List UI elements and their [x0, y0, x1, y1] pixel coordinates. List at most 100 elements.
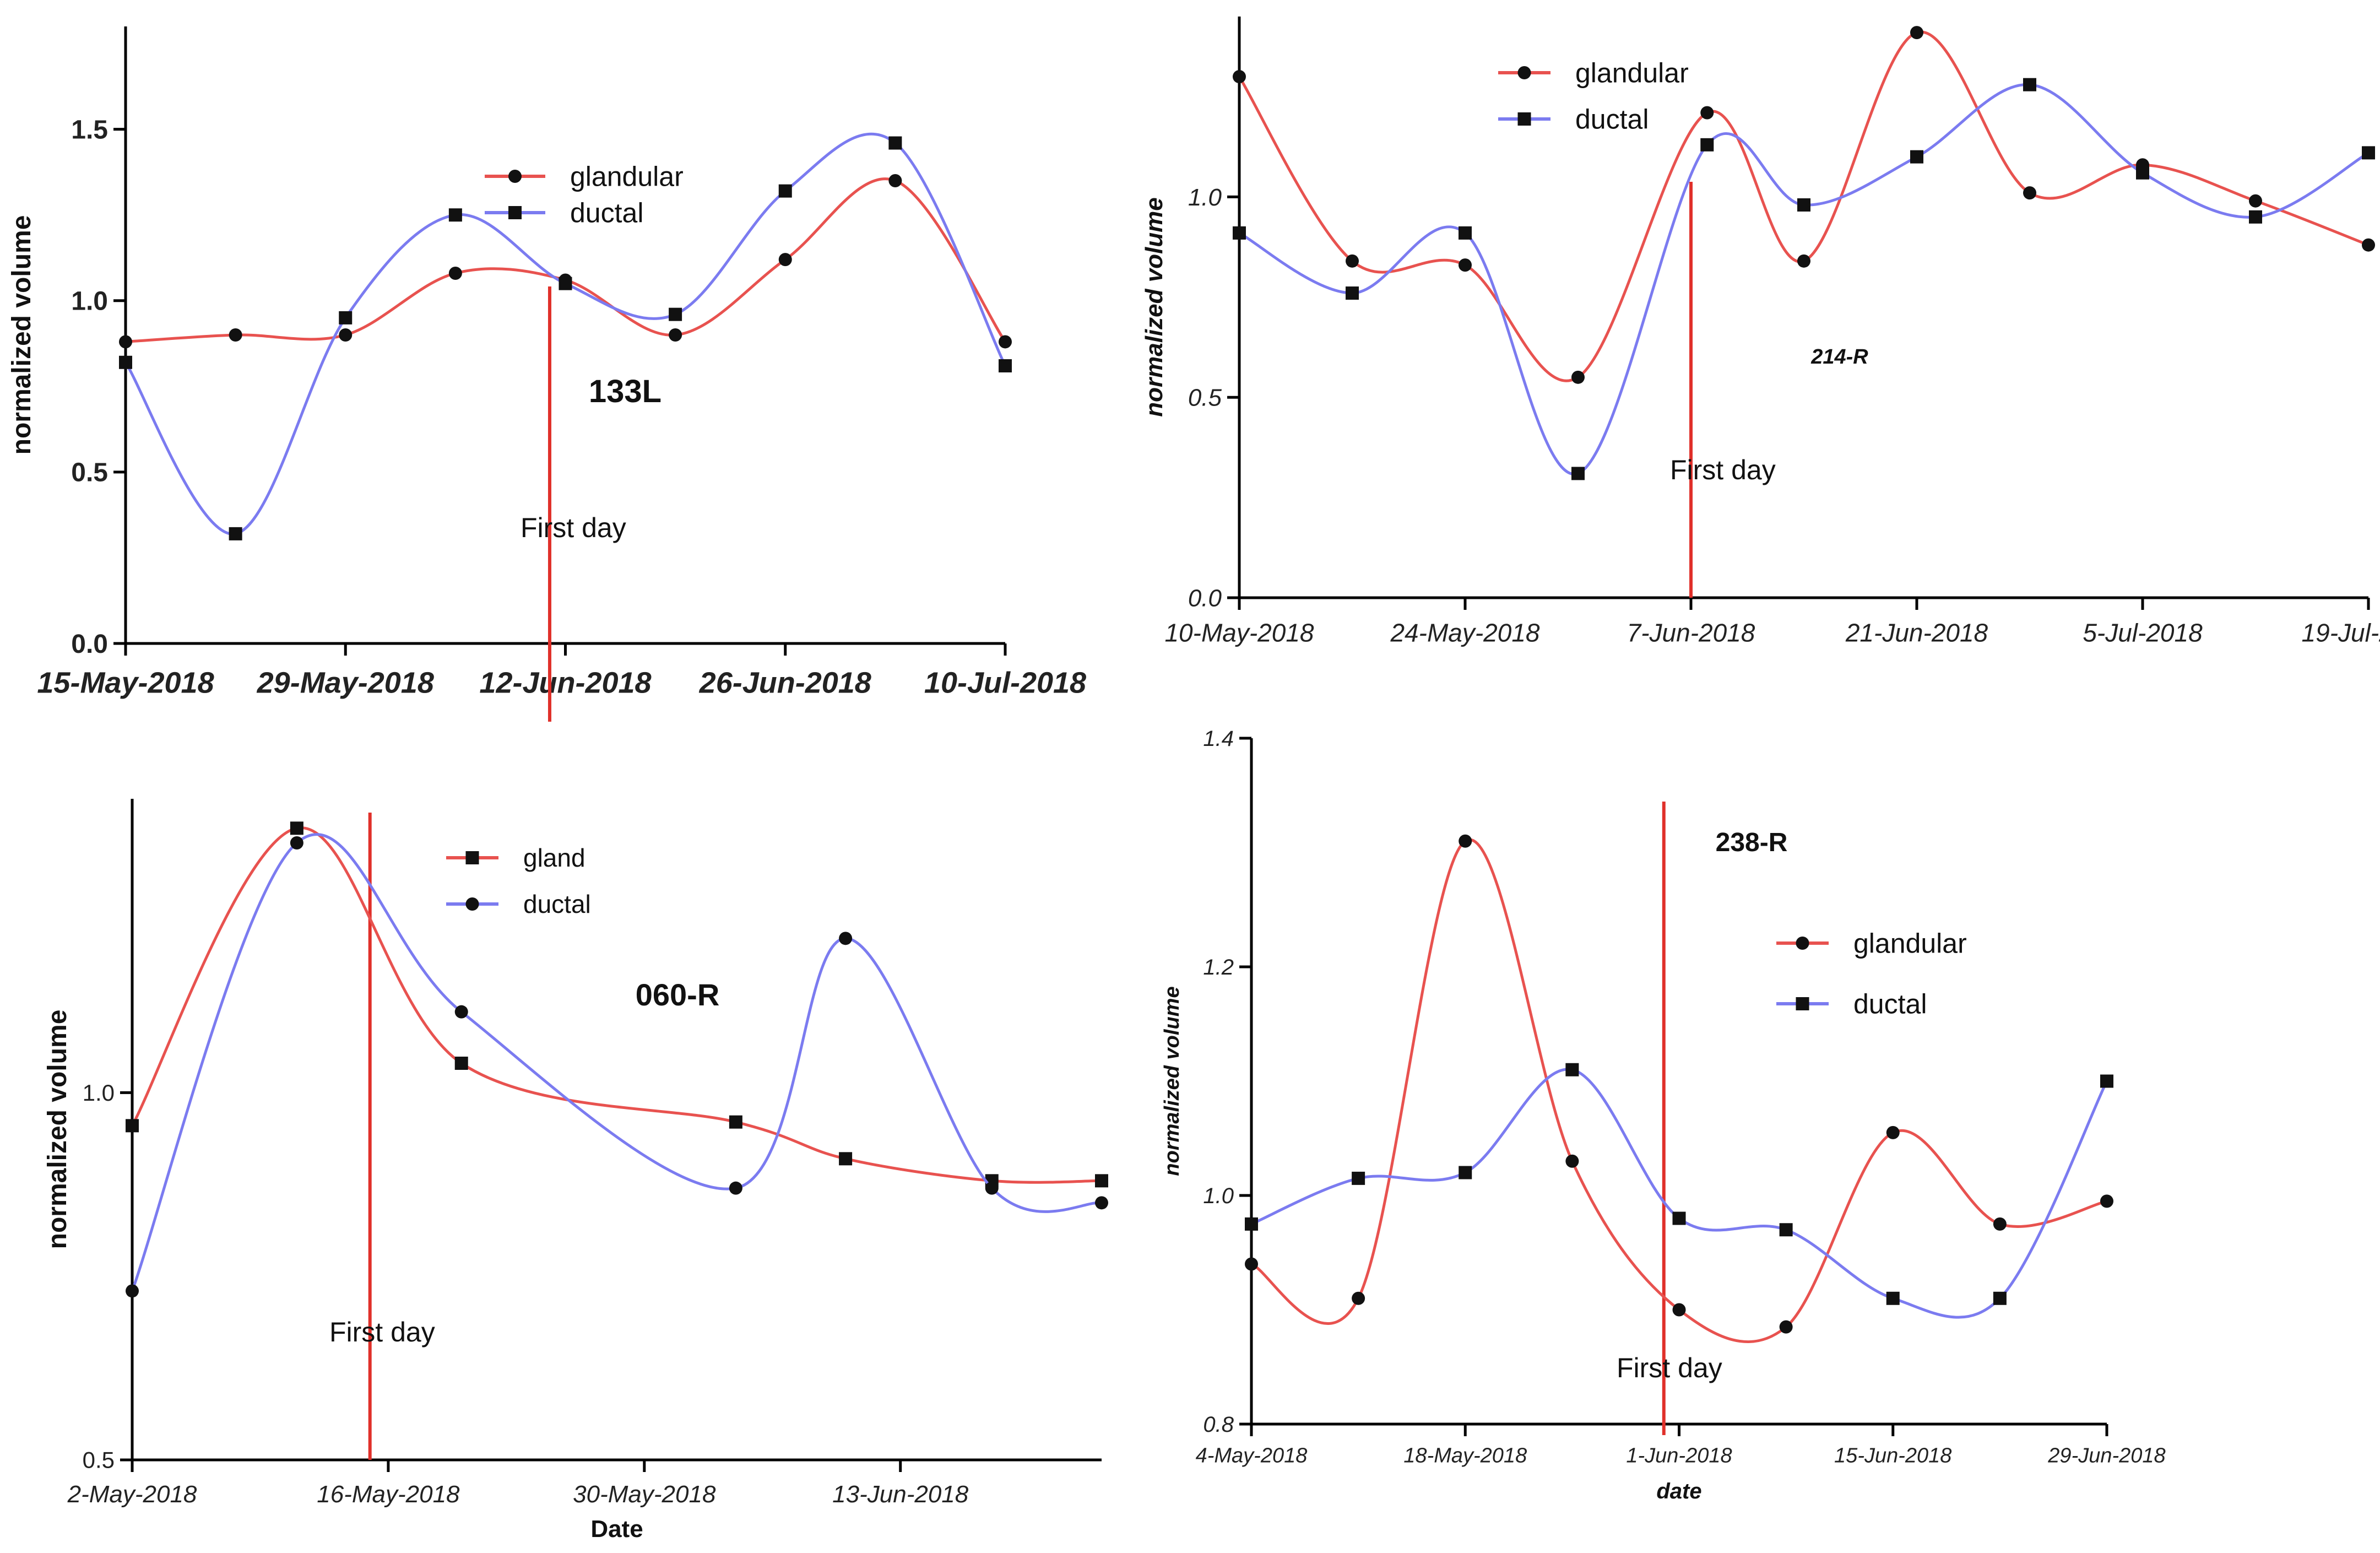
data-point-glandular [1459, 258, 1472, 272]
y-tick-label: 0.0 [71, 630, 108, 659]
x-tick-label: 26-Jun-2018 [699, 667, 871, 700]
x-tick-label: 10-May-2018 [1164, 619, 1314, 647]
x-tick-label: 7-Jun-2018 [1627, 619, 1755, 647]
data-point-glandular [448, 267, 462, 280]
legend-label: ductal [1853, 989, 1927, 1020]
data-point-ductal [999, 359, 1012, 372]
y-tick-label: 0.5 [83, 1447, 115, 1473]
data-point-ductal [229, 527, 242, 540]
series-line-glandular [125, 177, 1007, 343]
chart-panel-4: 4-May-2018 18-May-2018 1-Jun-2018 15-Jun-20… [1161, 727, 2166, 1503]
data-point-glandular [1797, 254, 1810, 268]
chart-title: 133L [589, 374, 662, 409]
data-point-glandular [229, 328, 242, 342]
y-tick-label: 1.0 [71, 287, 108, 316]
y-tick-label: 0.5 [1188, 385, 1222, 412]
chart-panel-1: 15-May-2018 29-May-2018 12-Jun-2018 26-Jun-… [7, 26, 1086, 722]
data-point-gland [729, 1115, 742, 1129]
data-point-ductal [2100, 1074, 2113, 1088]
x-tick-label: 4-May-2018 [1196, 1444, 1308, 1468]
x-tick-label: 18-May-2018 [1403, 1444, 1527, 1468]
x-tick-label: 29-May-2018 [257, 667, 434, 700]
y-axis-label: normalized volume [43, 1010, 72, 1249]
legend-label: gland [523, 843, 585, 872]
x-tick-label: 1-Jun-2018 [1626, 1444, 1732, 1468]
data-point-ductal [2249, 210, 2262, 224]
chart-title: 214-R [1810, 345, 1868, 369]
legend-marker-glandular [1517, 66, 1531, 79]
data-point-ductal [559, 277, 572, 290]
data-point-glandular [888, 174, 902, 187]
data-point-ductal [669, 307, 682, 321]
data-point-ductal [119, 355, 132, 369]
data-point-ductal [1352, 1171, 1365, 1185]
x-tick-label: 10-Jul-2018 [924, 667, 1086, 700]
legend-label: ductal [570, 198, 643, 229]
data-point-ductal [1672, 1211, 1686, 1225]
x-tick-label: 29-Jun-2018 [2047, 1444, 2165, 1468]
data-point-ductal [1797, 198, 1810, 212]
data-point-glandular [778, 253, 792, 267]
data-point-glandular [1886, 1125, 1900, 1139]
data-point-glandular [2100, 1194, 2113, 1208]
data-point-glandular [119, 335, 132, 349]
legend-marker-ductal [1796, 997, 1809, 1010]
series-line-glandular [1250, 838, 2107, 1344]
data-point-glandular [1233, 70, 1246, 84]
legend-label: glandular [570, 161, 684, 192]
y-tick-label: 1.0 [1188, 184, 1222, 211]
chart-panel-3: 2-May-2018 16-May-2018 30-May-2018 13-Jun-2… [43, 799, 1108, 1543]
legend-marker-ductal [508, 206, 522, 219]
data-point-gland [290, 821, 303, 835]
y-tick-label: 1.2 [1203, 955, 1234, 980]
series-line-ductal [124, 132, 1007, 535]
data-point-glandular [1346, 254, 1359, 268]
data-point-ductal [1346, 286, 1359, 300]
chart-panel-2: 10-May-2018 24-May-2018 7-Jun-2018 21-Jun-2… [1141, 17, 2380, 647]
first-day-label: First day [329, 1317, 435, 1348]
x-tick-label: 13-Jun-2018 [832, 1481, 969, 1508]
chart-title: 060-R [636, 977, 720, 1012]
data-point-ductal [1565, 1063, 1579, 1076]
data-point-gland [454, 1057, 468, 1070]
x-tick-label: 5-Jul-2018 [2083, 619, 2203, 647]
x-tick-label: 19-Jul-2018 [2302, 619, 2380, 647]
x-tick-label: 30-May-2018 [573, 1481, 716, 1508]
x-tick-label: 2-May-2018 [67, 1481, 197, 1508]
data-point-gland [1095, 1174, 1108, 1188]
data-point-ductal [1459, 226, 1472, 240]
first-day-label: First day [1670, 454, 1776, 485]
x-axis-label: date [1656, 1479, 1701, 1503]
data-point-ductal [1910, 150, 1923, 164]
y-axis-label: normalized volume [1161, 986, 1184, 1176]
data-point-ductal [1245, 1217, 1258, 1231]
data-point-ductal [1095, 1196, 1108, 1210]
data-point-ductal [2023, 78, 2036, 91]
data-point-ductal [2362, 146, 2375, 160]
data-point-glandular [1993, 1217, 2007, 1231]
data-point-ductal [778, 184, 792, 198]
data-point-glandular [1672, 1303, 1686, 1317]
x-axis-label: Date [590, 1516, 643, 1543]
x-tick-label: 21-Jun-2018 [1845, 619, 1988, 647]
data-point-glandular [1459, 834, 1472, 848]
legend-label: ductal [1575, 104, 1649, 135]
data-point-gland [839, 1152, 853, 1166]
series-line-ductal [1251, 1068, 2108, 1319]
data-point-ductal [1779, 1223, 1793, 1237]
data-point-ductal [888, 136, 902, 150]
data-point-ductal [290, 836, 303, 849]
data-point-glandular [2023, 186, 2036, 200]
y-tick-label: 1.0 [1203, 1184, 1234, 1208]
data-point-glandular [339, 328, 353, 342]
data-point-glandular [1352, 1291, 1365, 1305]
first-day-label: First day [521, 512, 626, 543]
legend-marker-ductal [465, 897, 479, 911]
y-tick-label: 1.4 [1203, 727, 1234, 751]
y-tick-label: 0.0 [1188, 585, 1222, 612]
data-point-ductal [729, 1181, 742, 1195]
x-tick-label: 15-May-2018 [37, 667, 214, 700]
chart-title: 238-R [1716, 828, 1788, 857]
data-point-glandular [1779, 1320, 1793, 1334]
